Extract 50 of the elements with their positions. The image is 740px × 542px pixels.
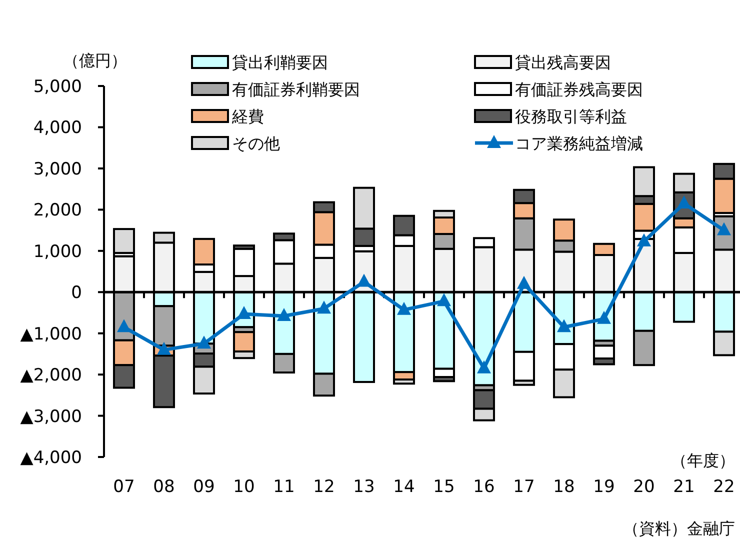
x-tick-label: 18 [553,477,575,497]
y-tick-label: ▲2,000 [20,366,82,386]
point [317,300,331,314]
x-tick-label: 21 [673,477,695,497]
bar [113,228,135,254]
legend-label: 有価証券利鞘要因 [232,80,360,99]
point [117,319,131,332]
x-tick-label: 07 [113,477,135,497]
point [157,342,171,355]
x-tick-label: 22 [713,477,735,497]
x-tick-label: 13 [353,477,375,497]
point [397,302,411,315]
x-tick-label: 15 [433,477,455,497]
legend-label: 経費 [231,107,264,126]
legend-label: その他 [232,134,280,153]
y-tick-label: 1,000 [33,242,82,262]
x-tick-label: 10 [233,477,255,497]
x-tick-label: 16 [473,477,495,497]
x-axis-title: （年度） [671,451,735,470]
legend-label: 有価証券残高要因 [515,80,643,99]
legend-label: 貸出利鞘要因 [232,53,328,72]
text: （資料）金融庁 [623,519,735,538]
point [557,319,571,332]
y-tick-label: 2,000 [33,200,82,221]
point [477,360,491,374]
point [637,233,651,246]
x-tick-label: 09 [193,477,215,497]
y-tick-label: ▲4,000 [20,448,82,468]
y-tick-label: ▲3,000 [20,406,82,427]
x-tick-label: 20 [633,477,655,497]
legend-label: コア業務純益増減 [515,134,643,153]
x-tick-label: 17 [513,477,535,497]
x-tick-label: 19 [593,477,615,497]
y-axis-title: （億円） [63,51,127,70]
y-tick-label: ▲1,000 [20,324,82,344]
point [357,274,371,287]
x-tick-label: 14 [393,477,415,497]
y-tick-label: 5,000 [33,77,82,97]
point [437,293,451,306]
point [277,308,291,322]
legend-label: 役務取引等利益 [515,107,627,126]
y-tick-label: 0 [71,283,82,304]
point [517,276,531,289]
x-tick-label: 12 [313,477,335,497]
y-tick-label: 3,000 [33,159,82,180]
x-tick-label: 08 [153,477,175,497]
point [197,336,211,349]
y-tick-label: 4,000 [33,118,82,138]
legend-label: 貸出残高要因 [515,53,611,72]
x-tick-label: 11 [273,477,295,497]
